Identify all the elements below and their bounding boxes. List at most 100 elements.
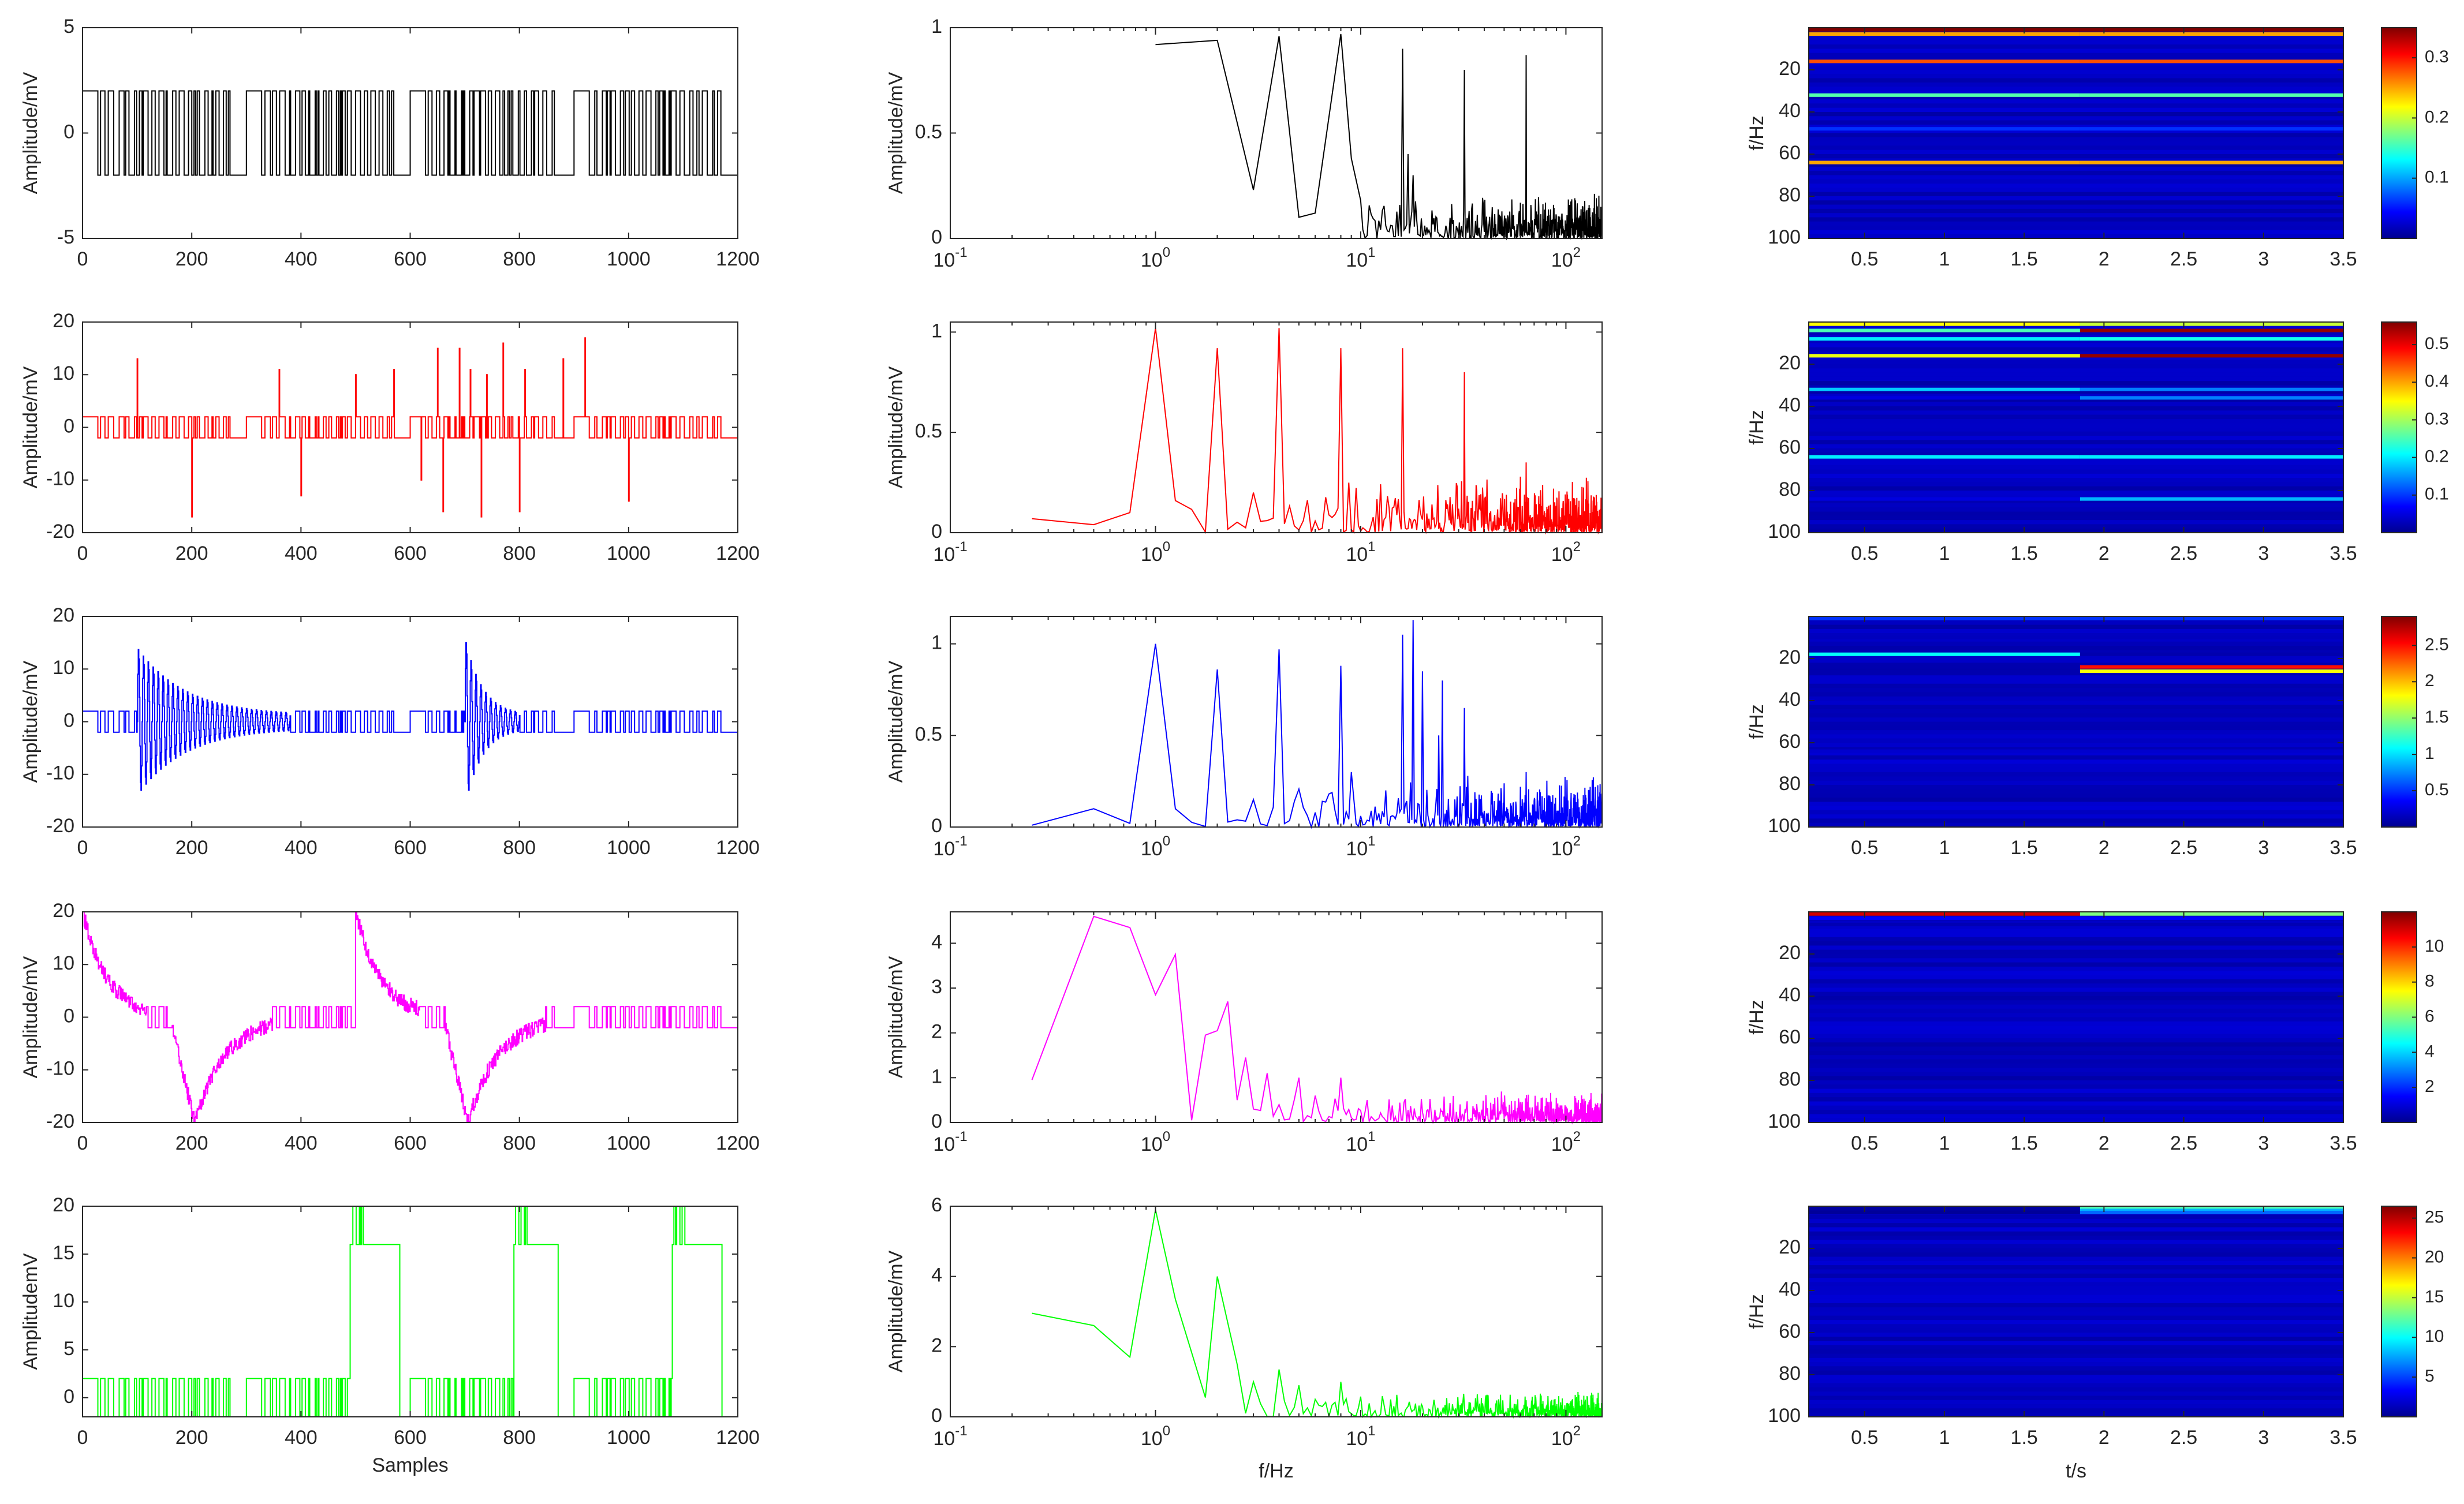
spectrogram-cell bbox=[1809, 725, 2343, 731]
y-tick-label: 20 bbox=[53, 1194, 74, 1216]
x-tick-label: 3 bbox=[2258, 837, 2269, 859]
x-tick-label: 3.5 bbox=[2329, 837, 2357, 859]
x-tick-label: 200 bbox=[176, 248, 208, 270]
spectrogram-line-left bbox=[1809, 635, 2080, 639]
colorbar-tick-label: 8 bbox=[2425, 972, 2435, 991]
spectrogram-cell bbox=[1809, 326, 2343, 331]
spectrogram-cell bbox=[1809, 814, 2343, 819]
x-tick-label: 600 bbox=[394, 543, 427, 564]
y-tick-label: 10 bbox=[53, 657, 74, 679]
y-tick-label: 20 bbox=[1779, 352, 1801, 374]
spectrum-line bbox=[1032, 328, 1603, 535]
x-tick-label: 0 bbox=[77, 1132, 88, 1154]
colorbar-gradient bbox=[2381, 1206, 2417, 1417]
spectrogram-cell bbox=[1809, 461, 2343, 466]
spectrogram-cell bbox=[1809, 57, 2343, 62]
y-tick-label: -10 bbox=[46, 468, 74, 490]
spectrogram-cell bbox=[1809, 1026, 2343, 1030]
x-tick-label: 1000 bbox=[607, 1132, 651, 1154]
colorbar-tick-label: 0.5 bbox=[2425, 334, 2449, 353]
colorbar: 2 4 6 8 10 bbox=[2381, 911, 2444, 1123]
spectrogram-cell bbox=[1809, 768, 2343, 773]
y-tick-label: 40 bbox=[1779, 100, 1801, 122]
x-tick-label: 2 bbox=[2099, 1132, 2110, 1154]
x-tick-label: 1200 bbox=[716, 1132, 760, 1154]
spectrogram-cell bbox=[1809, 983, 2343, 988]
x-tick-label: 2 bbox=[2099, 837, 2110, 859]
spectrogram-cell bbox=[1809, 503, 2343, 508]
spectrogram-cell bbox=[1809, 78, 2343, 83]
y-tick-label: 1 bbox=[931, 632, 942, 654]
y-tick-label: 0 bbox=[64, 709, 74, 731]
x-tick-label: 10-1 bbox=[933, 245, 967, 271]
colorbar-tick-label: 2 bbox=[2425, 1077, 2435, 1096]
x-tick-label: 3 bbox=[2258, 543, 2269, 564]
y-axis-label: f/Hz bbox=[1746, 1000, 1768, 1034]
spectrogram-cell bbox=[1809, 797, 2343, 802]
x-tick-label: 100 bbox=[1141, 245, 1170, 271]
series-line bbox=[83, 1206, 738, 1417]
spectrogram-cell bbox=[1809, 654, 2343, 659]
spectrogram-cell bbox=[1809, 166, 2343, 171]
spectrogram-cell bbox=[1809, 423, 2343, 428]
spectrogram-line-left bbox=[1809, 922, 2080, 926]
spectrogram-line-left bbox=[1809, 916, 2080, 920]
x-tick-label: 800 bbox=[503, 543, 536, 564]
spectrogram-cell bbox=[1809, 760, 2343, 764]
spectrogram-line-left bbox=[1809, 1210, 2080, 1214]
plot-frame bbox=[950, 27, 1603, 239]
spectrogram-cell bbox=[1809, 1383, 2343, 1387]
spectrogram-line-left bbox=[1809, 93, 2080, 97]
spectrogram-cell bbox=[1809, 1295, 2343, 1299]
spectrogram-line-right bbox=[2080, 922, 2343, 926]
freq-panel-2: 10-1 100 101 102 0 0.5 1 Amplitude/mV bbox=[885, 320, 1603, 566]
spectrogram-cell bbox=[1809, 810, 2343, 815]
x-tick-label: 400 bbox=[285, 837, 318, 859]
spectrogram-cell bbox=[1809, 1353, 2343, 1358]
spectrogram-cell bbox=[1809, 1076, 2343, 1080]
spectrogram-cell bbox=[1809, 1286, 2343, 1290]
spectrogram-cell bbox=[1809, 996, 2343, 1001]
spectrogram-cell bbox=[1809, 701, 2343, 705]
spectrogram-cell bbox=[1809, 372, 2343, 377]
x-tick-label: 10-1 bbox=[933, 1129, 967, 1155]
y-tick-label: 80 bbox=[1779, 1363, 1801, 1385]
spectrogram-cell bbox=[1809, 1362, 2343, 1367]
y-tick-label: 1 bbox=[931, 16, 942, 38]
time-panel-4: 0 200 400 600 800 1000 1200 -20 -10 0 10 20 Amplitud… bbox=[20, 900, 760, 1154]
spectrogram-cell bbox=[1809, 1282, 2343, 1286]
x-tick-label: 102 bbox=[1551, 833, 1581, 860]
y-tick-label: 0 bbox=[64, 415, 74, 437]
spectrogram-line-left bbox=[1809, 455, 2080, 459]
x-tick-label: 101 bbox=[1346, 833, 1375, 860]
x-tick-label: 2.5 bbox=[2170, 837, 2197, 859]
spectrogram-line-left bbox=[1809, 497, 2080, 501]
y-tick-label: 4 bbox=[931, 1264, 942, 1286]
spectrogram-cell bbox=[1809, 1391, 2343, 1396]
spectrogram-cell bbox=[1809, 44, 2343, 49]
spectrogram-cell bbox=[1809, 179, 2343, 184]
spectrogram-cell bbox=[1809, 1412, 2343, 1417]
x-tick-label: 3.5 bbox=[2329, 248, 2357, 270]
spectrogram-line-right bbox=[2080, 912, 2343, 916]
x-tick-label: 3.5 bbox=[2329, 1427, 2357, 1449]
spectrogram-cell bbox=[1809, 520, 2343, 525]
spectrogram-cell bbox=[1809, 339, 2343, 343]
x-tick-label: 101 bbox=[1346, 1129, 1375, 1155]
spectrogram-cell bbox=[1809, 1307, 2343, 1312]
spectrogram-line-left bbox=[1809, 749, 2080, 753]
spectrogram-cell bbox=[1809, 486, 2343, 491]
spectrogram-cell bbox=[1809, 717, 2343, 722]
spectrogram-cell bbox=[1809, 620, 2343, 625]
spectrogram-cell bbox=[1809, 334, 2343, 339]
spectrogram-cell bbox=[1809, 734, 2343, 739]
series-line bbox=[83, 911, 738, 1123]
spectrogram-cell bbox=[1809, 1088, 2343, 1093]
x-tick-label: 400 bbox=[285, 1427, 318, 1449]
plot-frame bbox=[950, 321, 1603, 533]
spectrogram-cell bbox=[1809, 1114, 2343, 1118]
spectrogram-cell bbox=[1809, 402, 2343, 406]
spectrogram-cell bbox=[1809, 1068, 2343, 1072]
x-tick-label: 1200 bbox=[716, 543, 760, 564]
